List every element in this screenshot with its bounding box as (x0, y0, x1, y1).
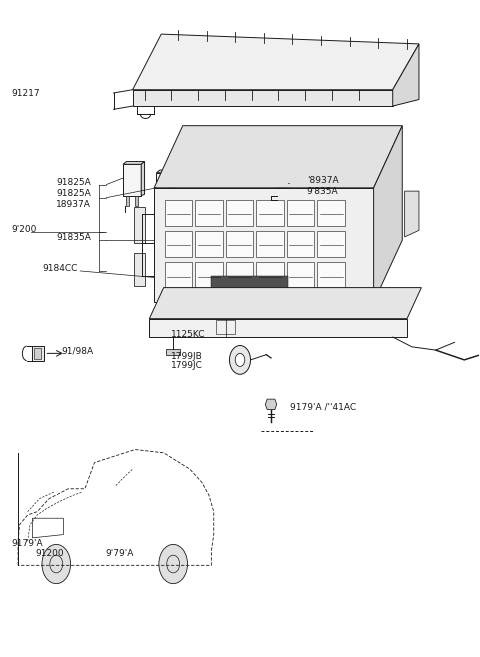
Polygon shape (34, 348, 41, 359)
Polygon shape (256, 231, 284, 257)
Polygon shape (393, 44, 419, 106)
Circle shape (235, 353, 245, 367)
Polygon shape (165, 231, 192, 257)
Polygon shape (141, 162, 144, 196)
Polygon shape (154, 125, 402, 188)
Polygon shape (149, 288, 421, 319)
Polygon shape (226, 200, 253, 226)
Polygon shape (159, 198, 162, 208)
Polygon shape (317, 231, 345, 257)
Text: 9179'A: 9179'A (11, 539, 43, 548)
Polygon shape (166, 349, 180, 355)
Polygon shape (158, 198, 175, 200)
Polygon shape (132, 34, 419, 90)
Text: 91200: 91200 (36, 549, 64, 558)
Text: 91/98A: 91/98A (61, 346, 93, 355)
Text: 1799JB: 1799JB (171, 352, 203, 361)
Polygon shape (226, 262, 253, 288)
Polygon shape (277, 189, 288, 202)
Polygon shape (165, 262, 192, 288)
Polygon shape (135, 196, 139, 206)
Polygon shape (156, 170, 175, 173)
Polygon shape (265, 399, 277, 409)
Text: 1125KC: 1125KC (171, 330, 205, 339)
Polygon shape (276, 162, 292, 164)
Polygon shape (256, 262, 284, 288)
Polygon shape (256, 200, 284, 226)
Text: 9184CC: 9184CC (42, 264, 77, 273)
Polygon shape (149, 319, 407, 337)
Polygon shape (195, 231, 223, 257)
Text: '8937A: '8937A (307, 175, 338, 185)
Text: 9179'A /''41AC: 9179'A /''41AC (290, 403, 356, 412)
Polygon shape (226, 231, 253, 257)
Polygon shape (167, 198, 169, 208)
Text: 9'79'A: 9'79'A (106, 549, 134, 558)
Polygon shape (172, 170, 175, 198)
Polygon shape (317, 262, 345, 288)
Polygon shape (195, 200, 223, 226)
Text: 9'835A: 9'835A (307, 187, 338, 196)
Polygon shape (373, 125, 402, 302)
Text: 91825A: 91825A (56, 177, 91, 187)
Polygon shape (195, 262, 223, 288)
Text: 9'200: 9'200 (11, 225, 36, 234)
Polygon shape (211, 276, 288, 299)
Polygon shape (276, 164, 289, 187)
Polygon shape (33, 346, 44, 361)
Polygon shape (287, 200, 314, 226)
Polygon shape (287, 262, 314, 288)
Polygon shape (132, 90, 393, 106)
Text: 91835A: 91835A (56, 233, 91, 242)
Polygon shape (134, 253, 144, 286)
Text: 91217: 91217 (11, 89, 39, 99)
Polygon shape (123, 164, 141, 196)
Polygon shape (134, 208, 144, 244)
Polygon shape (154, 188, 373, 302)
Circle shape (159, 545, 188, 583)
Text: 91825A: 91825A (56, 189, 91, 198)
Polygon shape (123, 162, 144, 164)
Polygon shape (405, 191, 419, 237)
Polygon shape (158, 200, 172, 224)
Polygon shape (289, 162, 292, 187)
Text: 18937A: 18937A (56, 200, 91, 209)
Polygon shape (287, 231, 314, 257)
Polygon shape (126, 196, 130, 206)
Polygon shape (165, 200, 192, 226)
Circle shape (229, 346, 251, 374)
Polygon shape (317, 200, 345, 226)
Circle shape (42, 545, 71, 583)
Text: 1799JC: 1799JC (171, 361, 203, 371)
Polygon shape (156, 173, 172, 198)
